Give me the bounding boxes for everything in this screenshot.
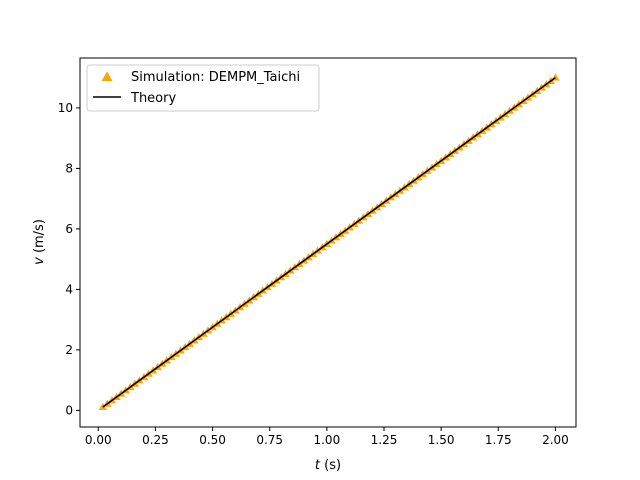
x-tick-label: 1.50 <box>428 433 455 447</box>
x-tick-label: 2.00 <box>542 433 569 447</box>
legend-triangle-marker-icon <box>101 71 113 81</box>
y-tick-label: 2 <box>65 343 73 357</box>
x-tick-label: 1.00 <box>313 433 340 447</box>
theory-line <box>102 77 556 408</box>
x-tick-label: 0.25 <box>142 433 169 447</box>
y-tick-label: 4 <box>65 282 73 296</box>
legend-box <box>86 64 320 112</box>
plot-area <box>98 73 560 411</box>
x-axis-variable: t <box>315 458 321 473</box>
y-tick-label: 0 <box>65 403 73 417</box>
y-axis-ticks: 0 2 4 6 8 10 <box>58 101 80 417</box>
y-axis-label: v (m/s) <box>32 219 47 265</box>
axes-frame <box>79 57 577 428</box>
x-tick-label: 0.75 <box>256 433 283 447</box>
legend: Simulation: DEMPM_Taichi Theory <box>86 64 320 112</box>
y-tick-label: 8 <box>65 161 73 175</box>
legend-label-theory: Theory <box>130 91 176 106</box>
y-axis-unit: (m/s) <box>32 219 47 257</box>
x-tick-label: 1.25 <box>371 433 398 447</box>
legend-label-simulation: Simulation: DEMPM_Taichi <box>131 70 300 85</box>
x-axis-label: t (s) <box>315 458 341 473</box>
y-tick-label: 10 <box>58 101 73 115</box>
y-tick-label: 6 <box>65 222 73 236</box>
x-tick-label: 0.00 <box>85 433 112 447</box>
x-tick-label: 1.75 <box>485 433 512 447</box>
x-tick-label: 0.50 <box>199 433 226 447</box>
x-axis-unit: (s) <box>320 458 341 473</box>
x-axis-ticks: 0.00 0.25 0.50 0.75 1.00 1.25 1.50 1.75 2.00 <box>85 427 569 447</box>
y-axis-variable: v <box>32 257 47 265</box>
